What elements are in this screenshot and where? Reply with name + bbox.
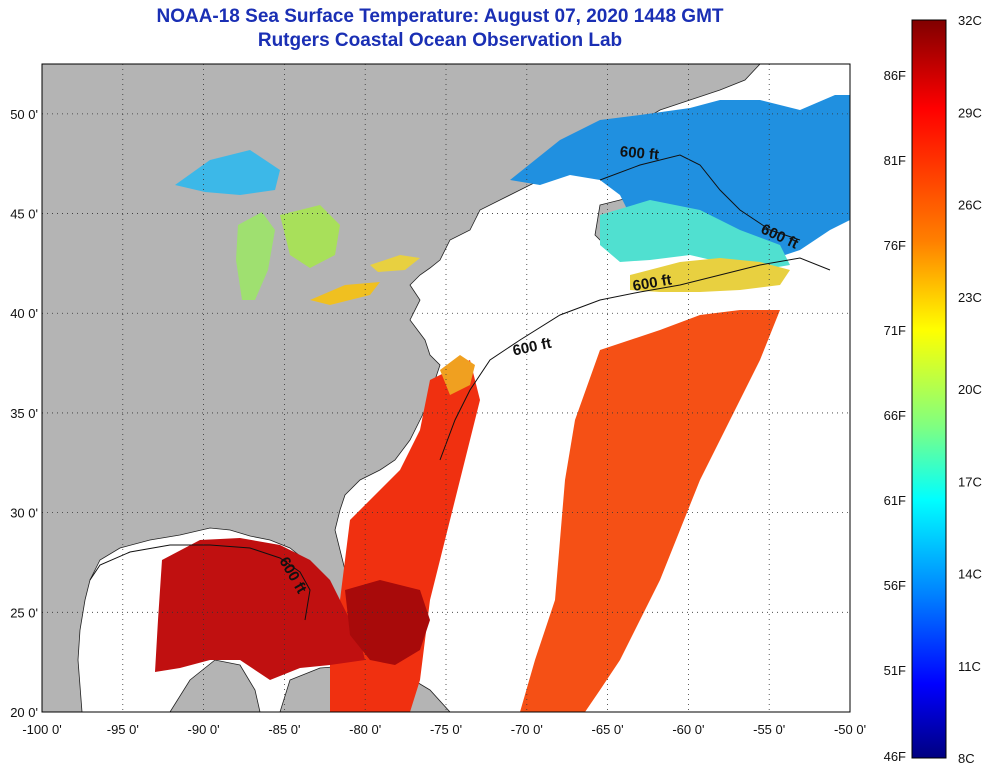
- colorbar-celsius-label: 17C: [958, 474, 982, 489]
- latitude-tick-label: 50 0': [10, 107, 38, 122]
- colorbar-celsius-label: 8C: [958, 751, 975, 766]
- longitude-tick-label: -55 0': [753, 722, 785, 737]
- latitude-tick-label: 25 0': [10, 605, 38, 620]
- colorbar-celsius-label: 20C: [958, 382, 982, 397]
- latitude-tick-label: 20 0': [10, 705, 38, 720]
- colorbar-celsius-label: 29C: [958, 105, 982, 120]
- longitude-tick-label: -75 0': [430, 722, 462, 737]
- colorbar-celsius-label: 14C: [958, 567, 982, 582]
- colorbar-celsius-label: 32C: [958, 13, 982, 28]
- georges-bank-sst: [630, 258, 790, 292]
- lake-superior-sst: [175, 150, 280, 195]
- map-subtitle: Rutgers Coastal Ocean Observation Lab: [257, 30, 623, 51]
- colorbar-fahrenheit-label: 76F: [884, 238, 906, 253]
- latitude-tick-label: 35 0': [10, 406, 38, 421]
- colorbar-fahrenheit-label: 46F: [884, 749, 906, 764]
- colorbar-fahrenheit-label: 51F: [884, 663, 906, 678]
- colorbar-fahrenheit-labels: 86F 81F 76F 71F 66F 61F 56F 51F 46F: [884, 68, 906, 764]
- temperature-colorbar: [911, 19, 947, 759]
- colorbar-fahrenheit-label: 66F: [884, 408, 906, 423]
- colorbar-fahrenheit-label: 81F: [884, 153, 906, 168]
- contour-label-gulf-st-lawrence: 600 ft: [619, 143, 660, 163]
- colorbar-celsius-label: 26C: [958, 198, 982, 213]
- longitude-tick-labels: -100 0' -95 0' -90 0' -85 0' -80 0' -75 0' -70…: [22, 722, 866, 737]
- map-frame: [41, 63, 851, 713]
- colorbar-celsius-label: 11C: [958, 659, 981, 674]
- latitude-tick-label: 30 0': [10, 506, 38, 521]
- colorbar-fahrenheit-label: 61F: [884, 493, 906, 508]
- latitude-tick-labels: 50 0' 45 0' 40 0' 35 0' 30 0' 25 0' 20 0': [10, 107, 38, 720]
- offshore-warm-sst: [520, 310, 780, 712]
- yucatan-land: [169, 659, 261, 712]
- colorbar-fahrenheit-label: 86F: [884, 68, 906, 83]
- map-title: NOAA-18 Sea Surface Temperature: August …: [156, 6, 724, 27]
- st-lawrence-sst: [510, 95, 850, 260]
- lake-michigan-sst: [236, 212, 275, 300]
- latitude-tick-label: 45 0': [10, 207, 38, 222]
- lat-lon-grid: [42, 64, 850, 712]
- colorbar-fahrenheit-label: 56F: [884, 578, 906, 593]
- longitude-tick-label: -80 0': [349, 722, 381, 737]
- lake-ontario-sst: [370, 255, 420, 272]
- florida-straits-sst: [345, 580, 430, 665]
- longitude-tick-label: -65 0': [592, 722, 624, 737]
- gulf-of-mexico-sst: [155, 538, 365, 680]
- colorbar-fahrenheit-label: 71F: [884, 323, 906, 338]
- longitude-tick-label: -95 0': [107, 722, 139, 737]
- colorbar-celsius-label: 23C: [958, 290, 982, 305]
- longitude-tick-label: -50 0': [834, 722, 866, 737]
- colorbar-celsius-labels: 32C 29C 26C 23C 20C 17C 14C 11C 8C: [958, 13, 982, 766]
- gulf-of-maine-sst: [600, 200, 790, 270]
- lake-huron-sst: [280, 205, 340, 268]
- longitude-tick-label: -85 0': [268, 722, 300, 737]
- lake-erie-sst: [310, 282, 380, 305]
- 600ft-contour-line: [89, 154, 831, 621]
- contour-label-georges-bank: 600 ft: [631, 271, 673, 295]
- longitude-tick-label: -60 0': [672, 722, 704, 737]
- longitude-tick-label: -90 0': [188, 722, 220, 737]
- longitude-tick-label: -70 0': [511, 722, 543, 737]
- latitude-tick-label: 40 0': [10, 306, 38, 321]
- longitude-tick-label: -100 0': [22, 722, 61, 737]
- mid-atlantic-warm-sst: [440, 355, 475, 395]
